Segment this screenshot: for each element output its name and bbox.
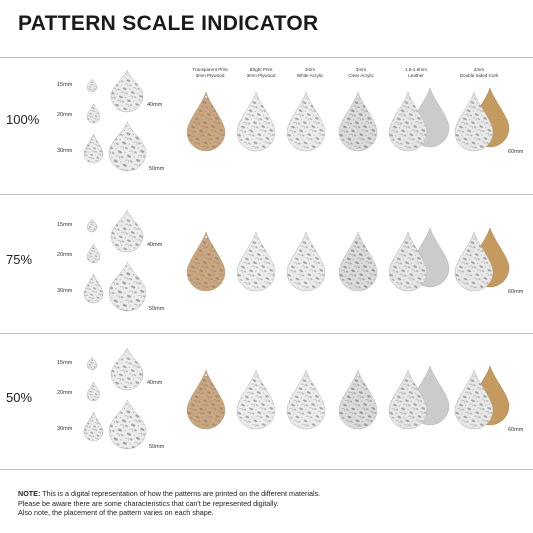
material-label-leather: 1.6-1.8mm Leather [405,67,427,78]
sample-40mm [110,347,144,391]
divider [0,194,533,195]
sample-20mm [86,243,101,264]
size-label-60mm: 60mm [508,427,524,433]
sample-30mm [83,411,104,442]
scale-label: 50% [6,390,33,405]
size-label-15mm: 15mm [57,360,73,366]
sample-40mm [110,209,144,253]
sample-white-acrylic [286,369,326,430]
sample-white-acrylic [286,231,326,292]
size-label-40mm: 40mm [147,380,163,386]
material-label-clear-acrylic: 3mm Clear Acrylic [348,67,374,78]
size-label-20mm: 20mm [57,390,73,396]
sample-clear-acrylic [338,369,378,430]
material-label-transparent-plywood: Transparent Print 3mm Plywood [192,67,228,78]
sample-cork [454,369,494,430]
sample-50mm [108,261,147,312]
note: NOTE: This is a digital representation o… [18,489,523,518]
sample-30mm [83,273,104,304]
sample-leather [388,231,428,292]
size-label-15mm: 15mm [57,82,73,88]
sample-clear-acrylic [338,231,378,292]
sample-40mm [110,69,144,113]
sample-20mm [86,381,101,402]
material-label-bright-plywood: Bright Print 3mm Plywood [246,67,276,78]
size-label-30mm: 30mm [57,426,73,432]
material-label-white-acrylic: 3mm White Acrylic [296,67,324,78]
size-label-50mm: 50mm [149,444,165,450]
sample-bright-plywood [236,91,276,152]
sample-white-acrylic [286,91,326,152]
note-line-2: Please be aware there are some character… [18,498,279,508]
size-label-20mm: 20mm [57,112,73,118]
sample-30mm [83,133,104,164]
sample-cork [454,231,494,292]
scale-label: 100% [6,112,40,127]
scale-label: 75% [6,252,33,267]
sample-clear-acrylic [338,91,378,152]
divider [0,333,533,334]
size-label-60mm: 60mm [508,149,524,155]
divider [0,57,533,58]
note-line-1: This is a digital representation of how … [42,489,321,498]
sample-15mm [86,356,98,371]
sample-15mm [86,218,98,233]
divider [0,469,533,470]
size-label-15mm: 15mm [57,222,73,228]
sample-leather [388,91,428,152]
sample-transparent-plywood [186,91,226,152]
sample-50mm [108,121,147,172]
size-label-60mm: 60mm [508,289,524,295]
size-label-20mm: 20mm [57,252,73,258]
size-label-40mm: 40mm [147,242,163,248]
sample-transparent-plywood [186,369,226,430]
note-label: NOTE: [18,489,41,498]
size-label-50mm: 50mm [149,306,165,312]
sample-bright-plywood [236,231,276,292]
note-line-3: Also note, the placement of the pattern … [18,508,214,518]
size-label-30mm: 30mm [57,148,73,154]
sample-cork [454,91,494,152]
sample-20mm [86,103,101,124]
sample-15mm [86,78,98,93]
size-label-50mm: 50mm [149,166,165,172]
sample-bright-plywood [236,369,276,430]
sample-leather [388,369,428,430]
size-label-40mm: 40mm [147,102,163,108]
material-label-cork: 2mm Double Sided Cork [459,67,499,78]
sample-transparent-plywood [186,231,226,292]
size-label-30mm: 30mm [57,288,73,294]
sample-50mm [108,399,147,450]
page-title: PATTERN SCALE INDICATOR [18,12,319,35]
